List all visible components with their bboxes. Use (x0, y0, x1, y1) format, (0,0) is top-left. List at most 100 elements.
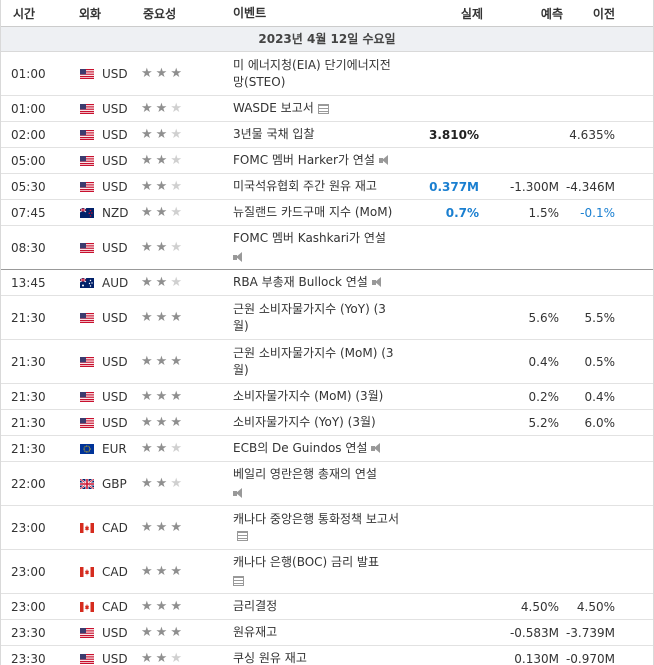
star-icon: ★ (141, 651, 153, 665)
header-actual[interactable]: 실제 (460, 6, 483, 21)
speaker-icon[interactable] (371, 443, 383, 454)
event-name[interactable]: RBA 부총재 Bullock 연설 (233, 275, 368, 289)
header-event[interactable]: 이벤트 (233, 5, 267, 20)
table-row[interactable]: 08:30 USD ★ ★ ★ FOMC 멤버 Kashkari가 연설 (1, 226, 653, 270)
speaker-icon[interactable] (233, 487, 245, 499)
event-name[interactable]: FOMC 멤버 Kashkari가 연설 (233, 230, 386, 245)
previous-text: -0.1% (580, 205, 615, 220)
event-name[interactable]: 미국석유협회 주간 원유 재고 (233, 179, 377, 193)
previous-text: 4.50% (576, 599, 615, 614)
table-row[interactable]: 13:45 AUD ★ ★ ★ RBA 부총재 Bullock 연설 (1, 270, 653, 296)
forecast-value: 5.2% (528, 415, 560, 430)
event-name[interactable]: 미 에너지청(EIA) 단기에너지전망(STEO) (233, 57, 391, 89)
table-row[interactable]: 01:00 USD ★ ★ ★ 미 에너지청(EIA) 단기에너지전망(STEO) (1, 52, 653, 96)
star-icon: ★ (170, 520, 182, 535)
header-forecast[interactable]: 예측 (540, 6, 563, 21)
table-row[interactable]: 23:00 CAD ★ ★ ★ 캐나다 중앙은행 통화정책 보고서 (1, 506, 653, 550)
event-name[interactable]: FOMC 멤버 Harker가 연설 (233, 153, 375, 167)
table-row[interactable]: 21:30 USD ★ ★ ★ 근원 소비자물가지수 (MoM) (3월) 0.4% 0.5% (1, 340, 653, 384)
table-row[interactable]: 01:00 USD ★ ★ ★ WASDE 보고서 (1, 96, 653, 122)
speaker-icon[interactable] (233, 251, 245, 263)
currency-cell: GBP (75, 462, 137, 505)
actual-value (405, 550, 489, 593)
event-time: 21:30 (11, 389, 46, 404)
previous-value (565, 436, 653, 461)
event-name[interactable]: 3년물 국채 입찰 (233, 127, 315, 141)
table-row[interactable]: 23:30 USD ★ ★ ★ 쿠싱 원유 재고 0.130M -0.970M (1, 646, 653, 665)
currency-code: USD (102, 389, 128, 404)
previous-value: 5.5% (565, 296, 653, 339)
currency-cell: NZD (75, 200, 137, 225)
speaker-icon[interactable] (378, 155, 391, 166)
table-row[interactable]: 22:00 GBP ★ ★ ★ 베일리 영란은행 총재의 연설 (1, 462, 653, 506)
event-cell: 캐나다 은행(BOC) 금리 발표 (227, 550, 405, 593)
table-row[interactable]: 07:45 NZD ★ ★ ★ 뉴질랜드 카드구매 지수 (MoM) 0.7% 1.5% -0.… (1, 200, 653, 226)
header-time[interactable]: 시간 (13, 6, 36, 21)
speaker-icon[interactable] (371, 277, 384, 288)
star-icon: ★ (170, 310, 182, 325)
event-time: 21:30 (11, 415, 46, 430)
document-icon[interactable] (237, 531, 248, 541)
event-name[interactable]: 소비자물가지수 (MoM) (3월) (233, 389, 384, 403)
importance-stars: ★ ★ ★ (137, 122, 227, 147)
star-icon: ★ (141, 127, 153, 142)
gb-flag-icon (80, 478, 102, 489)
table-row[interactable]: 21:30 USD ★ ★ ★ 소비자물가지수 (MoM) (3월) 0.2% 0.4% (1, 384, 653, 410)
importance-stars: ★ ★ ★ (137, 226, 227, 269)
star-icon: ★ (155, 354, 168, 369)
event-name[interactable]: WASDE 보고서 (233, 101, 314, 115)
event-time: 23:00 (11, 564, 46, 579)
event-cell: 캐나다 중앙은행 통화정책 보고서 (227, 506, 405, 549)
header-currency[interactable]: 외화 (79, 6, 102, 21)
table-row[interactable]: 23:30 USD ★ ★ ★ 원유재고 -0.583M -3.739M (1, 620, 653, 646)
event-name[interactable]: 뉴질랜드 카드구매 지수 (MoM) (233, 205, 393, 219)
event-name[interactable]: 원유재고 (233, 625, 278, 639)
event-name[interactable]: 근원 소비자물가지수 (YoY) (3월) (233, 301, 386, 333)
event-name[interactable]: 캐나다 중앙은행 통화정책 보고서 (233, 511, 400, 526)
table-row[interactable]: 02:00 USD ★ ★ ★ 3년물 국채 입찰 3.810% 4.635% (1, 122, 653, 148)
event-cell: 원유재고 (227, 620, 405, 645)
star-icon: ★ (155, 599, 168, 614)
document-icon[interactable] (317, 103, 329, 114)
table-row[interactable]: 21:30 USD ★ ★ ★ 소비자물가지수 (YoY) (3월) 5.2% 6.0% (1, 410, 653, 436)
importance-stars: ★ ★ ★ (137, 436, 227, 461)
event-name[interactable]: 캐나다 은행(BOC) 금리 발표 (233, 554, 380, 569)
event-name[interactable]: ECB의 De Guindos 연설 (233, 441, 368, 455)
table-row[interactable]: 21:30 USD ★ ★ ★ 근원 소비자물가지수 (YoY) (3월) 5.6% 5.5% (1, 296, 653, 340)
star-icon: ★ (141, 389, 153, 404)
header-previous[interactable]: 이전 (592, 6, 615, 21)
event-name[interactable]: 쿠싱 원유 재고 (233, 651, 307, 665)
event-name[interactable]: 금리결정 (233, 599, 278, 613)
currency-code: AUD (102, 275, 129, 290)
event-time: 21:30 (11, 441, 46, 456)
star-icon: ★ (155, 520, 168, 535)
previous-text: -0.970M (565, 651, 615, 665)
importance-stars: ★ ★ ★ (137, 620, 227, 645)
table-row[interactable]: 21:30 EUR ★ ★ ★ ECB의 De Guindos 연설 (1, 436, 653, 462)
currency-cell: USD (75, 96, 137, 121)
star-icon: ★ (141, 599, 153, 614)
star-icon: ★ (141, 240, 153, 255)
previous-text: -3.739M (565, 625, 615, 640)
actual-value: 0.7% (405, 200, 489, 225)
table-row[interactable]: 05:00 USD ★ ★ ★ FOMC 멤버 Harker가 연설 (1, 148, 653, 174)
event-name[interactable]: 근원 소비자물가지수 (MoM) (3월) (233, 345, 394, 377)
table-row[interactable]: 23:00 CAD ★ ★ ★ 캐나다 은행(BOC) 금리 발표 (1, 550, 653, 594)
event-name[interactable]: 베일리 영란은행 총재의 연설 (233, 466, 377, 481)
previous-value: 6.0% (565, 410, 653, 435)
star-icon: ★ (170, 101, 182, 116)
star-icon: ★ (141, 153, 153, 168)
table-row[interactable]: 05:30 USD ★ ★ ★ 미국석유협회 주간 원유 재고 0.377M -1.300M -… (1, 174, 653, 200)
currency-cell: USD (75, 646, 137, 665)
table-row[interactable]: 23:00 CAD ★ ★ ★ 금리결정 4.50% 4.50% (1, 594, 653, 620)
star-icon: ★ (170, 599, 182, 614)
us-flag-icon (80, 653, 102, 664)
event-name[interactable]: 소비자물가지수 (YoY) (3월) (233, 415, 376, 429)
importance-stars: ★ ★ ★ (137, 410, 227, 435)
header-importance[interactable]: 중요성 (143, 6, 177, 21)
document-icon[interactable] (233, 576, 244, 586)
event-time: 23:30 (11, 625, 46, 640)
event-cell: WASDE 보고서 (227, 96, 405, 121)
star-icon: ★ (155, 101, 168, 116)
